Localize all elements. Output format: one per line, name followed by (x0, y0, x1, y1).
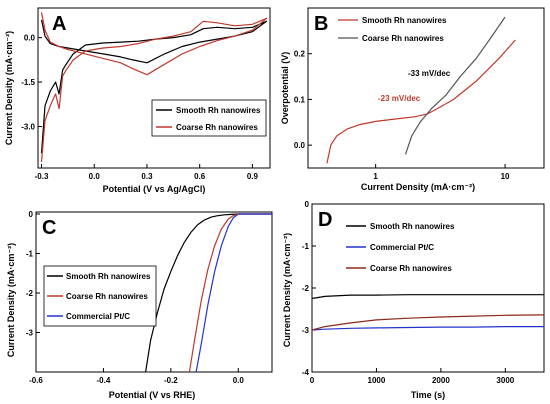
panel-c-series-line-2 (195, 213, 272, 373)
panel-c-frame (35, 211, 273, 373)
panel-b-xlabel: Current Density (mA·cm⁻²) (361, 182, 475, 192)
panel-b-xtick-label: 10 (501, 172, 510, 181)
panel-d-letter: D (318, 209, 332, 231)
panel-a-series (40, 12, 268, 163)
panel-c-legend-label-2: Commercial Pt/C (66, 312, 130, 321)
panel-b-annotation-0: -33 mV/dec (408, 69, 451, 78)
panel-b-series (326, 16, 516, 164)
panel-a-ytick-label: -1.5 (21, 78, 35, 87)
panel-c-ytick-label: -3 (26, 328, 34, 337)
panel-a-xtick-label: 0.0 (89, 172, 101, 181)
panel-d-xtick-label: 1000 (368, 376, 386, 385)
panel-a-frame (37, 7, 271, 169)
panel-d-xtick-label: 0 (310, 376, 315, 385)
panel-b-ytick-label: 0.0 (294, 141, 306, 150)
panel-a-ytick-label: 0.0 (24, 34, 36, 43)
panel-c-ytick-label: -1 (26, 249, 34, 258)
panel-a-series-line-1 (40, 12, 268, 163)
panel-a-xtick-label: 0.3 (141, 172, 153, 181)
panel-a-legend-label-1: Coarse Rh nanowires (176, 123, 258, 132)
panel-a-legend-box (151, 99, 267, 137)
panel-a: A -0.3 0.0 0.3 0.6 0.9 0.0 -1.5 -3.0 Potential … (4, 7, 271, 194)
panel-d-series-line-2 (311, 314, 545, 331)
panel-b-xtick-label: 1 (373, 172, 378, 181)
panel-a-legend-label-0: Smooth Rh nanowires (176, 106, 261, 115)
panel-d-legend-label-1: Commercial Pt/C (370, 243, 434, 252)
panel-d-xlabel: Time (s) (411, 390, 445, 400)
panel-a-ylabel: Current Density (mA·cm⁻²) (4, 31, 14, 145)
panel-a-xlabel: Potential (V vs Ag/AgCl) (103, 184, 206, 194)
panel-c-xtick-label: -0.6 (29, 376, 43, 385)
panel-d-ticks: 0 1000 2000 3000 0 -1 -2 -3 -4 (302, 200, 515, 385)
panel-d-xtick-label: 2000 (432, 376, 450, 385)
panel-c-series-line-1 (188, 213, 272, 373)
panel-b-letter: B (314, 13, 328, 35)
panel-c-legend-label-0: Smooth Rh nanowires (66, 272, 151, 281)
panel-b-ylabel: Overpotential (V) (280, 52, 290, 125)
panel-c-ylabel: Current Density (mA·cm⁻²) (6, 243, 16, 357)
panel-d-ytick-label: -2 (302, 284, 310, 293)
panel-b-ticks: 1 10 0.0 0.1 0.2 (294, 50, 510, 181)
panel-c: C -0.6 -0.4 -0.2 0.0 0 -1 -2 -3 Potential (V vs… (6, 210, 273, 400)
panel-d: D 0 1000 2000 3000 0 -1 -2 -3 -4 Time (s) Curren… (282, 200, 545, 400)
panel-d-series-line-0 (311, 294, 544, 300)
panel-a-series-line-0 (40, 19, 268, 154)
panel-a-ticks: -0.3 0.0 0.3 0.6 0.9 0.0 -1.5 -3.0 (21, 34, 258, 181)
panel-c-legend-label-1: Coarse Rh nanowires (66, 292, 148, 301)
panel-a-xtick-label: -0.3 (35, 172, 49, 181)
panel-b-series-line-1 (404, 16, 506, 155)
panel-b-annotation-1: -23 mV/dec (378, 94, 421, 103)
panel-d-ytick-label: -1 (302, 242, 310, 251)
panel-c-ytick-label: 0 (29, 210, 34, 219)
panel-c-series (145, 213, 272, 373)
panel-c-xtick-label: -0.4 (97, 376, 111, 385)
panel-a-letter: A (52, 13, 66, 35)
panel-b-legend-label-0: Smooth Rh nanowires (362, 16, 447, 25)
panel-b-ytick-label: 0.2 (294, 50, 306, 59)
panel-c-xtick-label: 0.0 (233, 376, 245, 385)
panel-b-legend-label-1: Coarse Rh nanowires (362, 34, 444, 43)
panel-d-legend-label-2: Coarse Rh nanowires (370, 264, 452, 273)
panel-d-ytick-label: 0 (305, 200, 310, 209)
panel-b-series-line-0 (326, 39, 516, 164)
panel-a-xtick-label: 0.6 (194, 172, 206, 181)
panel-d-legend-label-0: Smooth Rh nanowires (370, 222, 455, 231)
panel-c-letter: C (42, 217, 56, 239)
panel-d-series-line-1 (311, 326, 544, 331)
panel-c-series-line-0 (145, 213, 272, 373)
panel-c-xtick-label: -0.2 (164, 376, 178, 385)
panel-d-xtick-label: 3000 (496, 376, 514, 385)
panel-b-ytick-label: 0.1 (294, 95, 306, 104)
panel-a-ytick-label: -3.0 (21, 123, 35, 132)
panel-c-xlabel: Potential (V vs RHE) (109, 390, 196, 400)
panel-d-ylabel: Current Density (mA·cm⁻²) (282, 233, 292, 347)
panel-c-ytick-label: -2 (26, 289, 34, 298)
panel-b-frame (307, 7, 545, 169)
panel-d-ytick-label: -4 (302, 368, 310, 377)
panel-d-ytick-label: -3 (302, 326, 310, 335)
panel-b: B 1 10 0.0 0.1 0.2 Current Density (mA·cm⁻²)… (280, 7, 545, 192)
panel-d-series (311, 294, 545, 331)
panel-c-ticks: -0.6 -0.4 -0.2 0.0 0 -1 -2 -3 (26, 210, 245, 385)
panel-a-xtick-label: 0.9 (247, 172, 259, 181)
